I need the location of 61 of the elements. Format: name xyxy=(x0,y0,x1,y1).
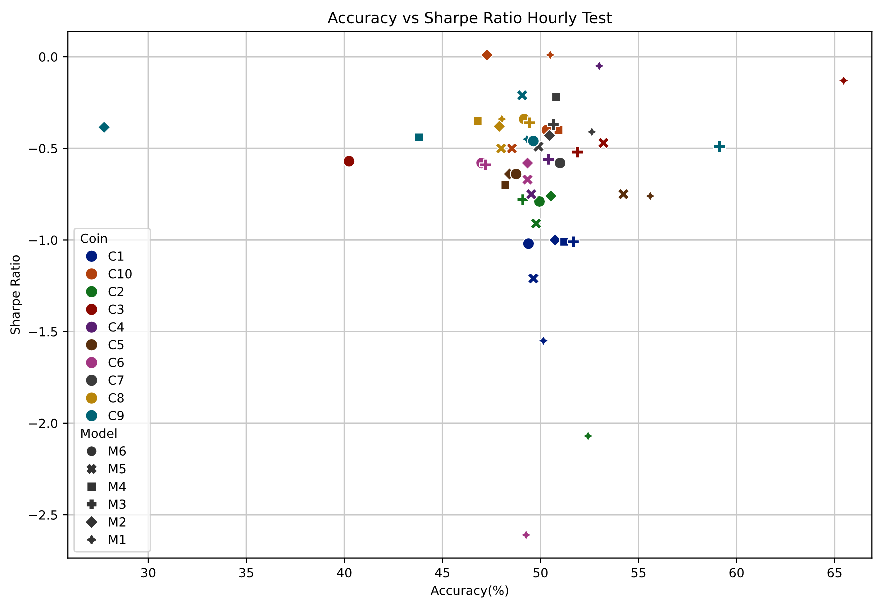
legend-label: C2 xyxy=(108,287,124,296)
point xyxy=(522,238,536,250)
legend-label: M3 xyxy=(109,500,126,510)
legend-label: C9 xyxy=(108,411,124,421)
y-tick-label: −2.5 xyxy=(29,510,58,520)
y-axis-title: Sharpe Ratio xyxy=(10,256,22,334)
point xyxy=(543,129,556,143)
point xyxy=(521,156,534,170)
x-tick-label: 65 xyxy=(828,568,842,578)
point xyxy=(533,195,546,208)
x-tick-label: 60 xyxy=(730,568,744,578)
legend-label: C1 xyxy=(108,252,124,262)
point xyxy=(525,188,538,201)
x-tick-label: 50 xyxy=(534,568,548,578)
point xyxy=(479,158,492,172)
point xyxy=(510,168,523,181)
legend-label: M5 xyxy=(109,464,126,474)
legend-label: C10 xyxy=(108,269,132,279)
legend-label: M2 xyxy=(109,517,126,527)
x-axis-title: Accuracy(%) xyxy=(430,586,508,598)
point xyxy=(547,118,560,132)
point xyxy=(554,156,567,170)
point xyxy=(530,217,543,230)
legend-label: C5 xyxy=(108,340,124,350)
text: Model xyxy=(82,428,117,438)
y-tick-label: −2.0 xyxy=(29,418,58,428)
x-tick-label: 40 xyxy=(337,568,352,578)
y-tick-label: −1.0 xyxy=(29,236,58,246)
point xyxy=(617,188,630,201)
point xyxy=(542,153,556,166)
point xyxy=(516,194,530,206)
x-tick-label: 55 xyxy=(632,568,646,578)
point xyxy=(527,134,540,148)
text: Coin xyxy=(81,234,108,244)
point xyxy=(523,116,536,130)
legend-label: C8 xyxy=(108,393,124,403)
legend-label: M6 xyxy=(109,446,126,456)
point xyxy=(492,120,506,134)
point xyxy=(480,48,494,62)
legend-label: M1 xyxy=(109,535,126,544)
point xyxy=(521,173,534,186)
legend-label: C6 xyxy=(108,358,124,368)
legend-label: M4 xyxy=(109,482,126,492)
legend-label: C7 xyxy=(108,376,124,386)
point xyxy=(342,155,356,168)
point xyxy=(527,272,540,286)
x-tick-label: 30 xyxy=(141,568,156,578)
y-tick-label: 0.0 xyxy=(39,52,58,62)
y-tick-label: −1.5 xyxy=(29,327,58,337)
x-tick-label: 45 xyxy=(435,568,450,578)
legend-label: C3 xyxy=(108,304,124,314)
point xyxy=(544,190,558,203)
point xyxy=(98,120,112,134)
legend-label: C4 xyxy=(108,322,124,332)
point xyxy=(571,146,584,159)
x-tick-label: 35 xyxy=(240,568,254,578)
point xyxy=(567,236,580,248)
point xyxy=(516,89,529,102)
y-tick-label: −0.5 xyxy=(29,144,58,154)
chart-title: Accuracy vs Sharpe Ratio Hourly Test xyxy=(328,12,612,27)
point xyxy=(713,140,726,154)
